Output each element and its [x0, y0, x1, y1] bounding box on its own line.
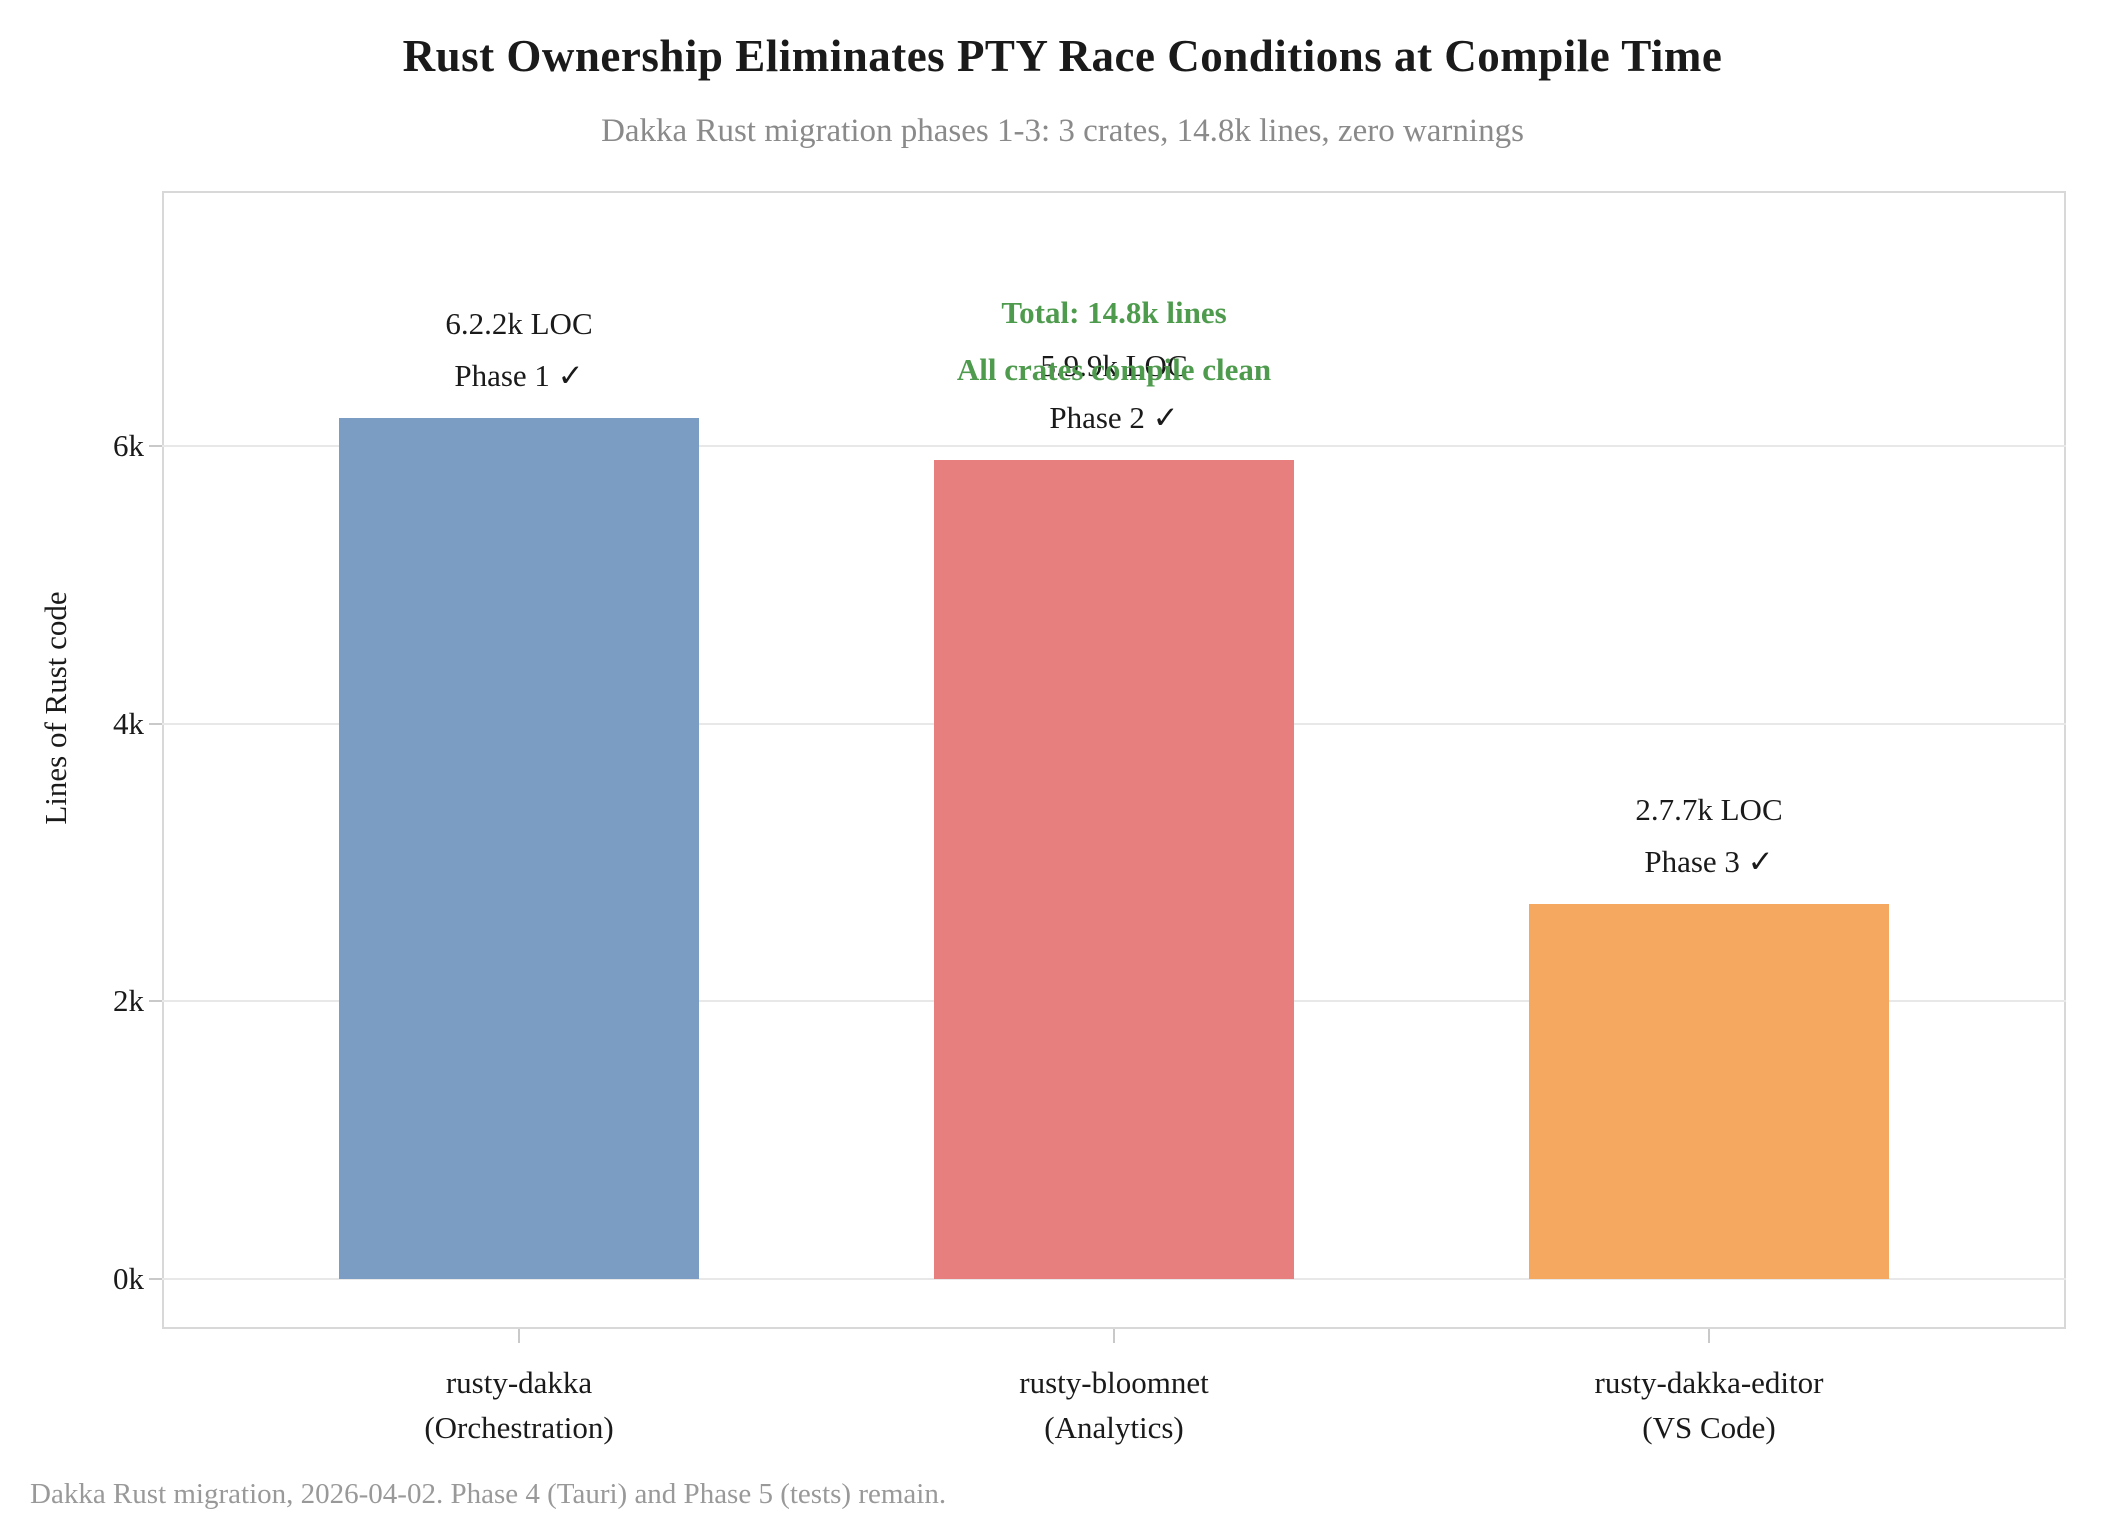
y-tick-mark-6k [149, 445, 162, 448]
gridline-0k [162, 1278, 2066, 1280]
bar-loc-label: 5.9.9k LOC [1040, 348, 1188, 384]
bar-value-label-rusty-bloomnet: 5.9.9k LOC Phase 2 ✓ [1040, 340, 1187, 444]
y-tick-label-6k: 6k [113, 428, 144, 464]
crate-role: (Analytics) [1044, 1410, 1184, 1445]
chart-subtitle: Dakka Rust migration phases 1-3: 3 crate… [601, 113, 1524, 149]
y-tick-label-2k: 2k [113, 983, 144, 1019]
crate-name: rusty-dakka [445, 1365, 593, 1400]
footer-caption: Dakka Rust migration, 2026-04-02. Phase … [30, 1478, 947, 1510]
y-tick-label-4k: 4k [113, 705, 144, 741]
y-tick-mark-2k [149, 1000, 162, 1003]
x-tick-mark-rusty-bloomnet [1113, 1329, 1115, 1343]
crate-role: (VS Code) [1642, 1410, 1776, 1445]
gridline-6k [162, 445, 2066, 448]
crate-role: (Orchestration) [424, 1410, 614, 1445]
bar-phase-label: Phase 3 ✓ [1644, 844, 1774, 880]
total-annotation-line1: Total: 14.8k lines [1001, 295, 1227, 330]
bar-phase-label: Phase 1 ✓ [454, 358, 584, 394]
bar-rusty-bloomnet [934, 460, 1294, 1279]
y-tick-mark-0k [149, 1278, 162, 1280]
chart-title: Rust Ownership Eliminates PTY Race Condi… [402, 31, 1723, 81]
x-tick-mark-rusty-dakka-editor [1708, 1329, 1710, 1343]
total-annotation: Total: 14.8k lines All crates compile cl… [957, 284, 1271, 398]
total-annotation-line2: All crates compile clean [956, 352, 1272, 387]
x-category-label-rusty-bloomnet: rusty-bloomnet (Analytics) [1019, 1360, 1208, 1450]
crate-name: rusty-bloomnet [1019, 1365, 1209, 1400]
bar-loc-label: 6.2.2k LOC [445, 306, 593, 342]
bar-loc-label: 2.7.7k LOC [1635, 792, 1783, 828]
x-category-label-rusty-dakka-editor: rusty-dakka-editor (VS Code) [1595, 1360, 1824, 1450]
bar-phase-label: Phase 2 ✓ [1049, 400, 1179, 436]
x-tick-mark-rusty-dakka [518, 1329, 520, 1343]
x-category-label-rusty-dakka: rusty-dakka (Orchestration) [424, 1360, 613, 1450]
bar-rusty-dakka-editor [1529, 904, 1889, 1279]
bar-rusty-dakka [339, 418, 699, 1279]
bar-value-label-rusty-dakka-editor: 2.7.7k LOC Phase 3 ✓ [1635, 784, 1782, 888]
bar-value-label-rusty-dakka: 6.2.2k LOC Phase 1 ✓ [445, 298, 592, 402]
crate-name: rusty-dakka-editor [1594, 1365, 1824, 1400]
y-tick-label-0k: 0k [113, 1261, 144, 1296]
y-tick-mark-4k [149, 722, 162, 725]
